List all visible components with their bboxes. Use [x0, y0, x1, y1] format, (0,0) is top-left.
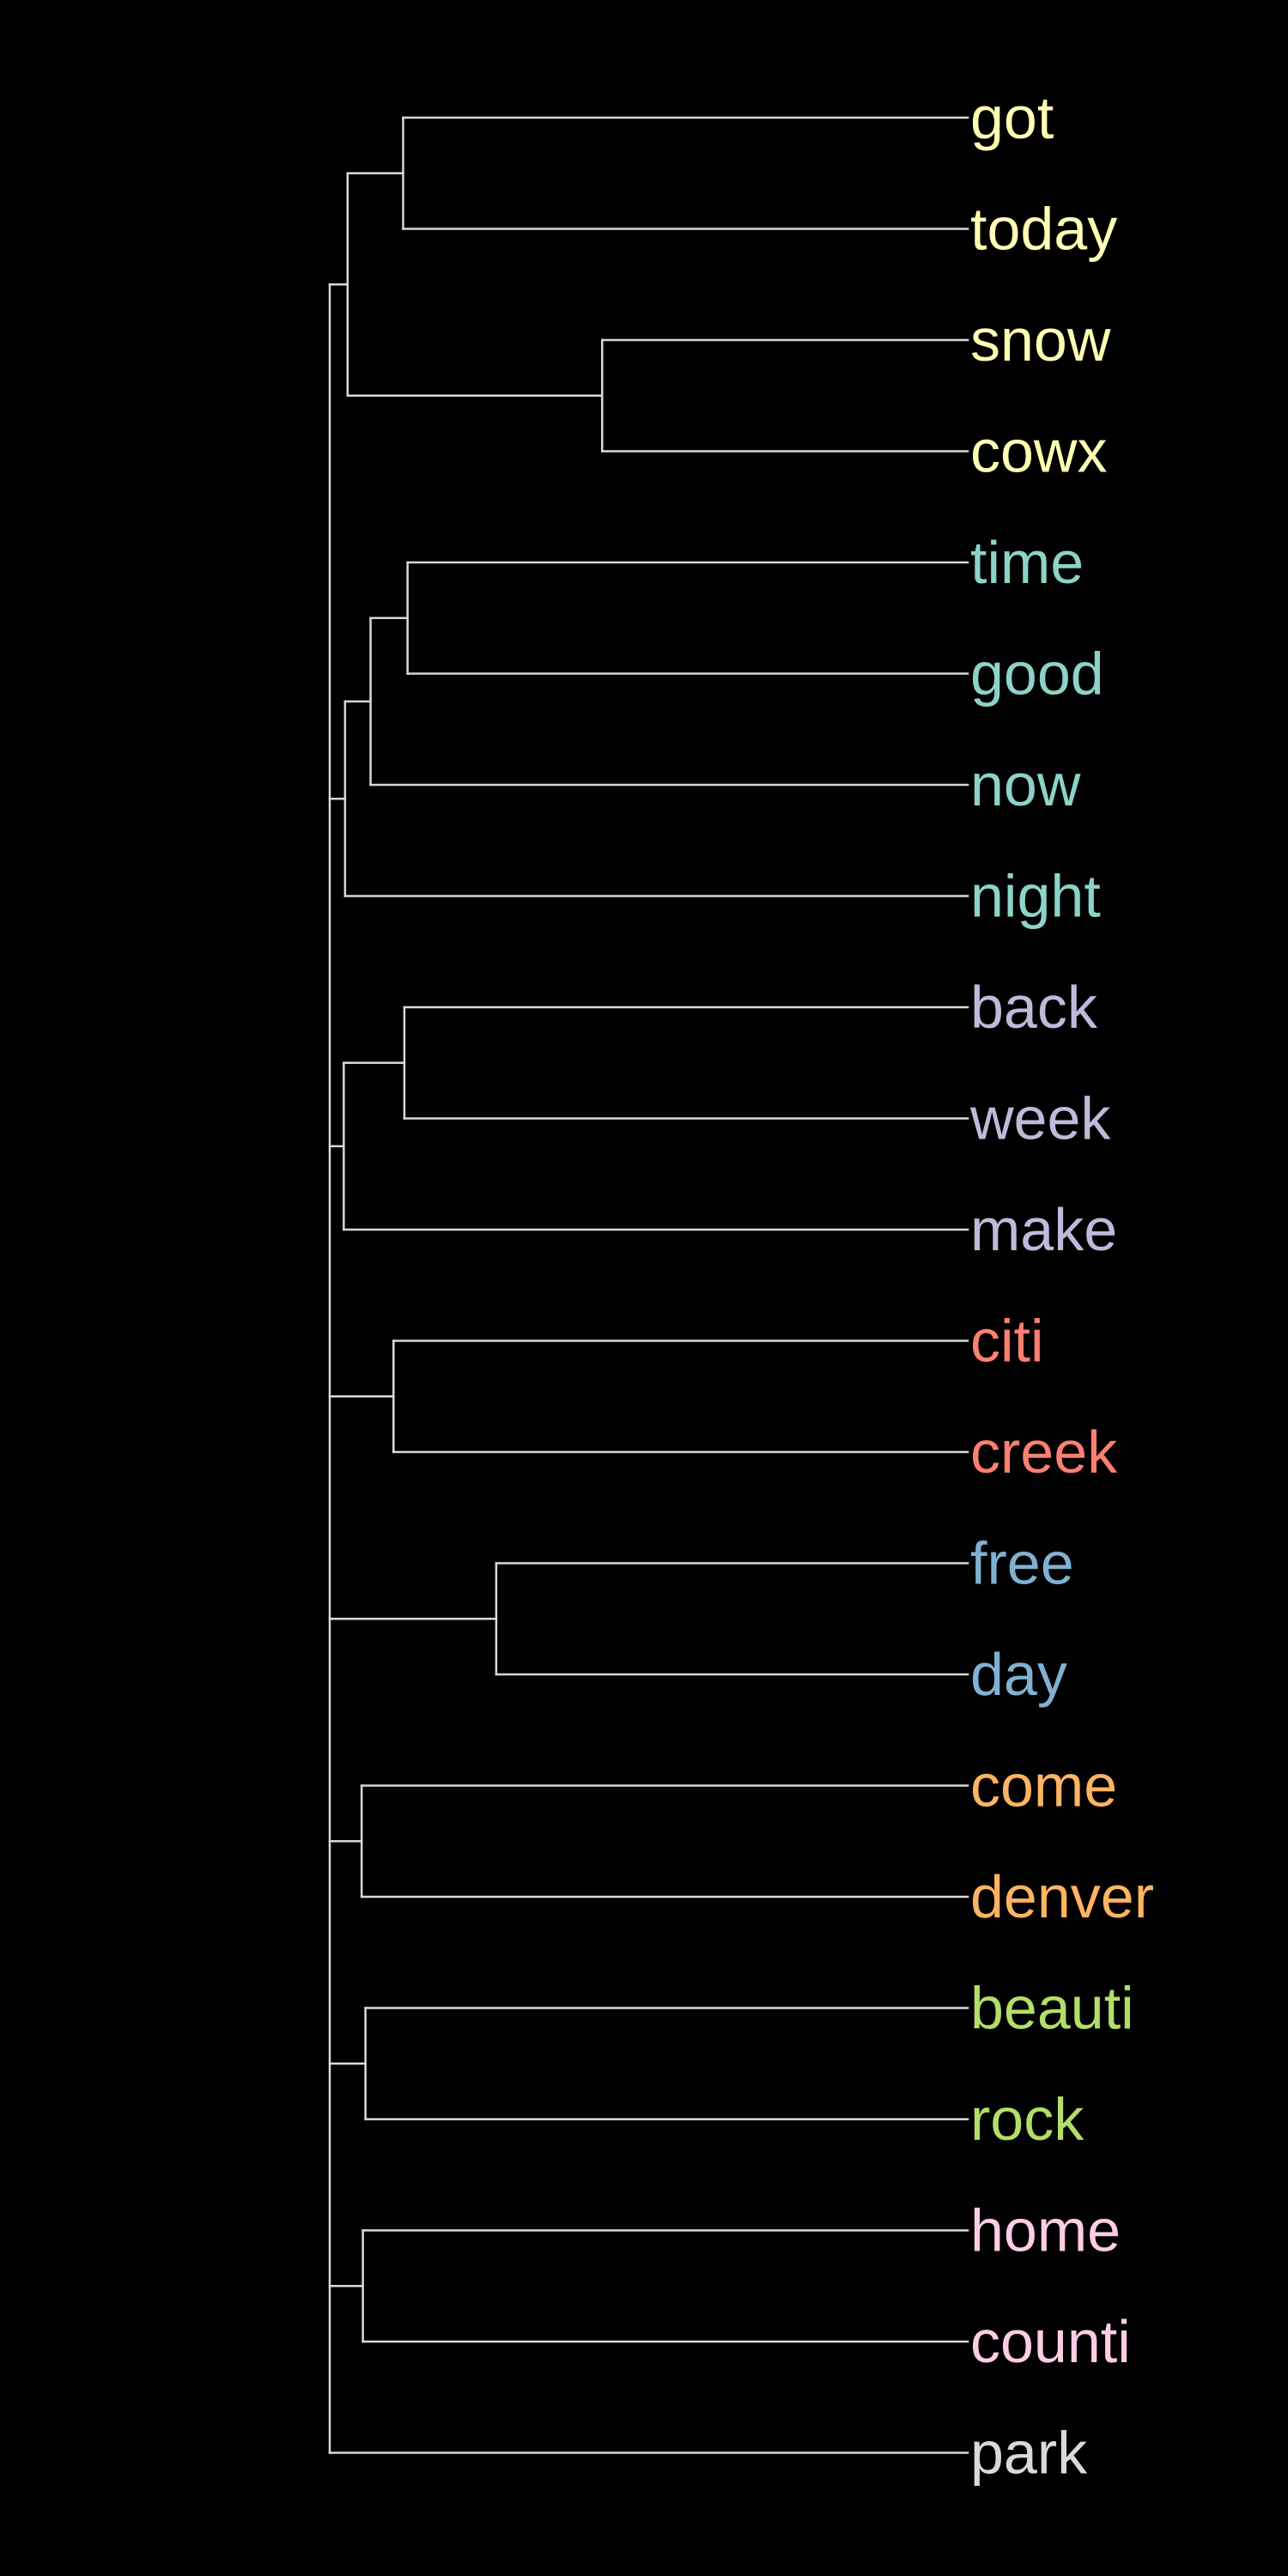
leaf-label-night: night [970, 863, 1101, 930]
leaf-label-beauti: beauti [970, 1975, 1134, 2042]
leaf-label-rock: rock [970, 2086, 1084, 2153]
leaf-label-park: park [970, 2420, 1088, 2487]
leaf-label-day: day [970, 1641, 1067, 1708]
leaf-label-good: good [970, 641, 1104, 708]
leaf-label-come: come [970, 1753, 1117, 1820]
leaf-label-make: make [970, 1196, 1117, 1263]
leaf-label-week: week [969, 1085, 1111, 1152]
leaf-labels: got today snow cowx time good now night back week… [969, 84, 1154, 2487]
leaf-label-now: now [970, 751, 1081, 818]
leaf-label-counti: counti [970, 2308, 1131, 2375]
leaf-label-home: home [970, 2197, 1121, 2264]
leaf-label-denver: denver [970, 1863, 1154, 1930]
dendrogram-links [328, 116, 969, 2454]
leaf-label-today: today [970, 196, 1117, 263]
leaf-label-back: back [970, 974, 1098, 1041]
leaf-label-got: got [970, 84, 1054, 151]
leaf-label-time: time [970, 529, 1084, 596]
leaf-label-creek: creek [970, 1419, 1118, 1485]
leaf-label-citi: citi [970, 1308, 1044, 1375]
leaf-label-free: free [970, 1530, 1074, 1597]
leaf-label-cowx: cowx [970, 418, 1107, 485]
leaf-label-snow: snow [970, 307, 1111, 374]
